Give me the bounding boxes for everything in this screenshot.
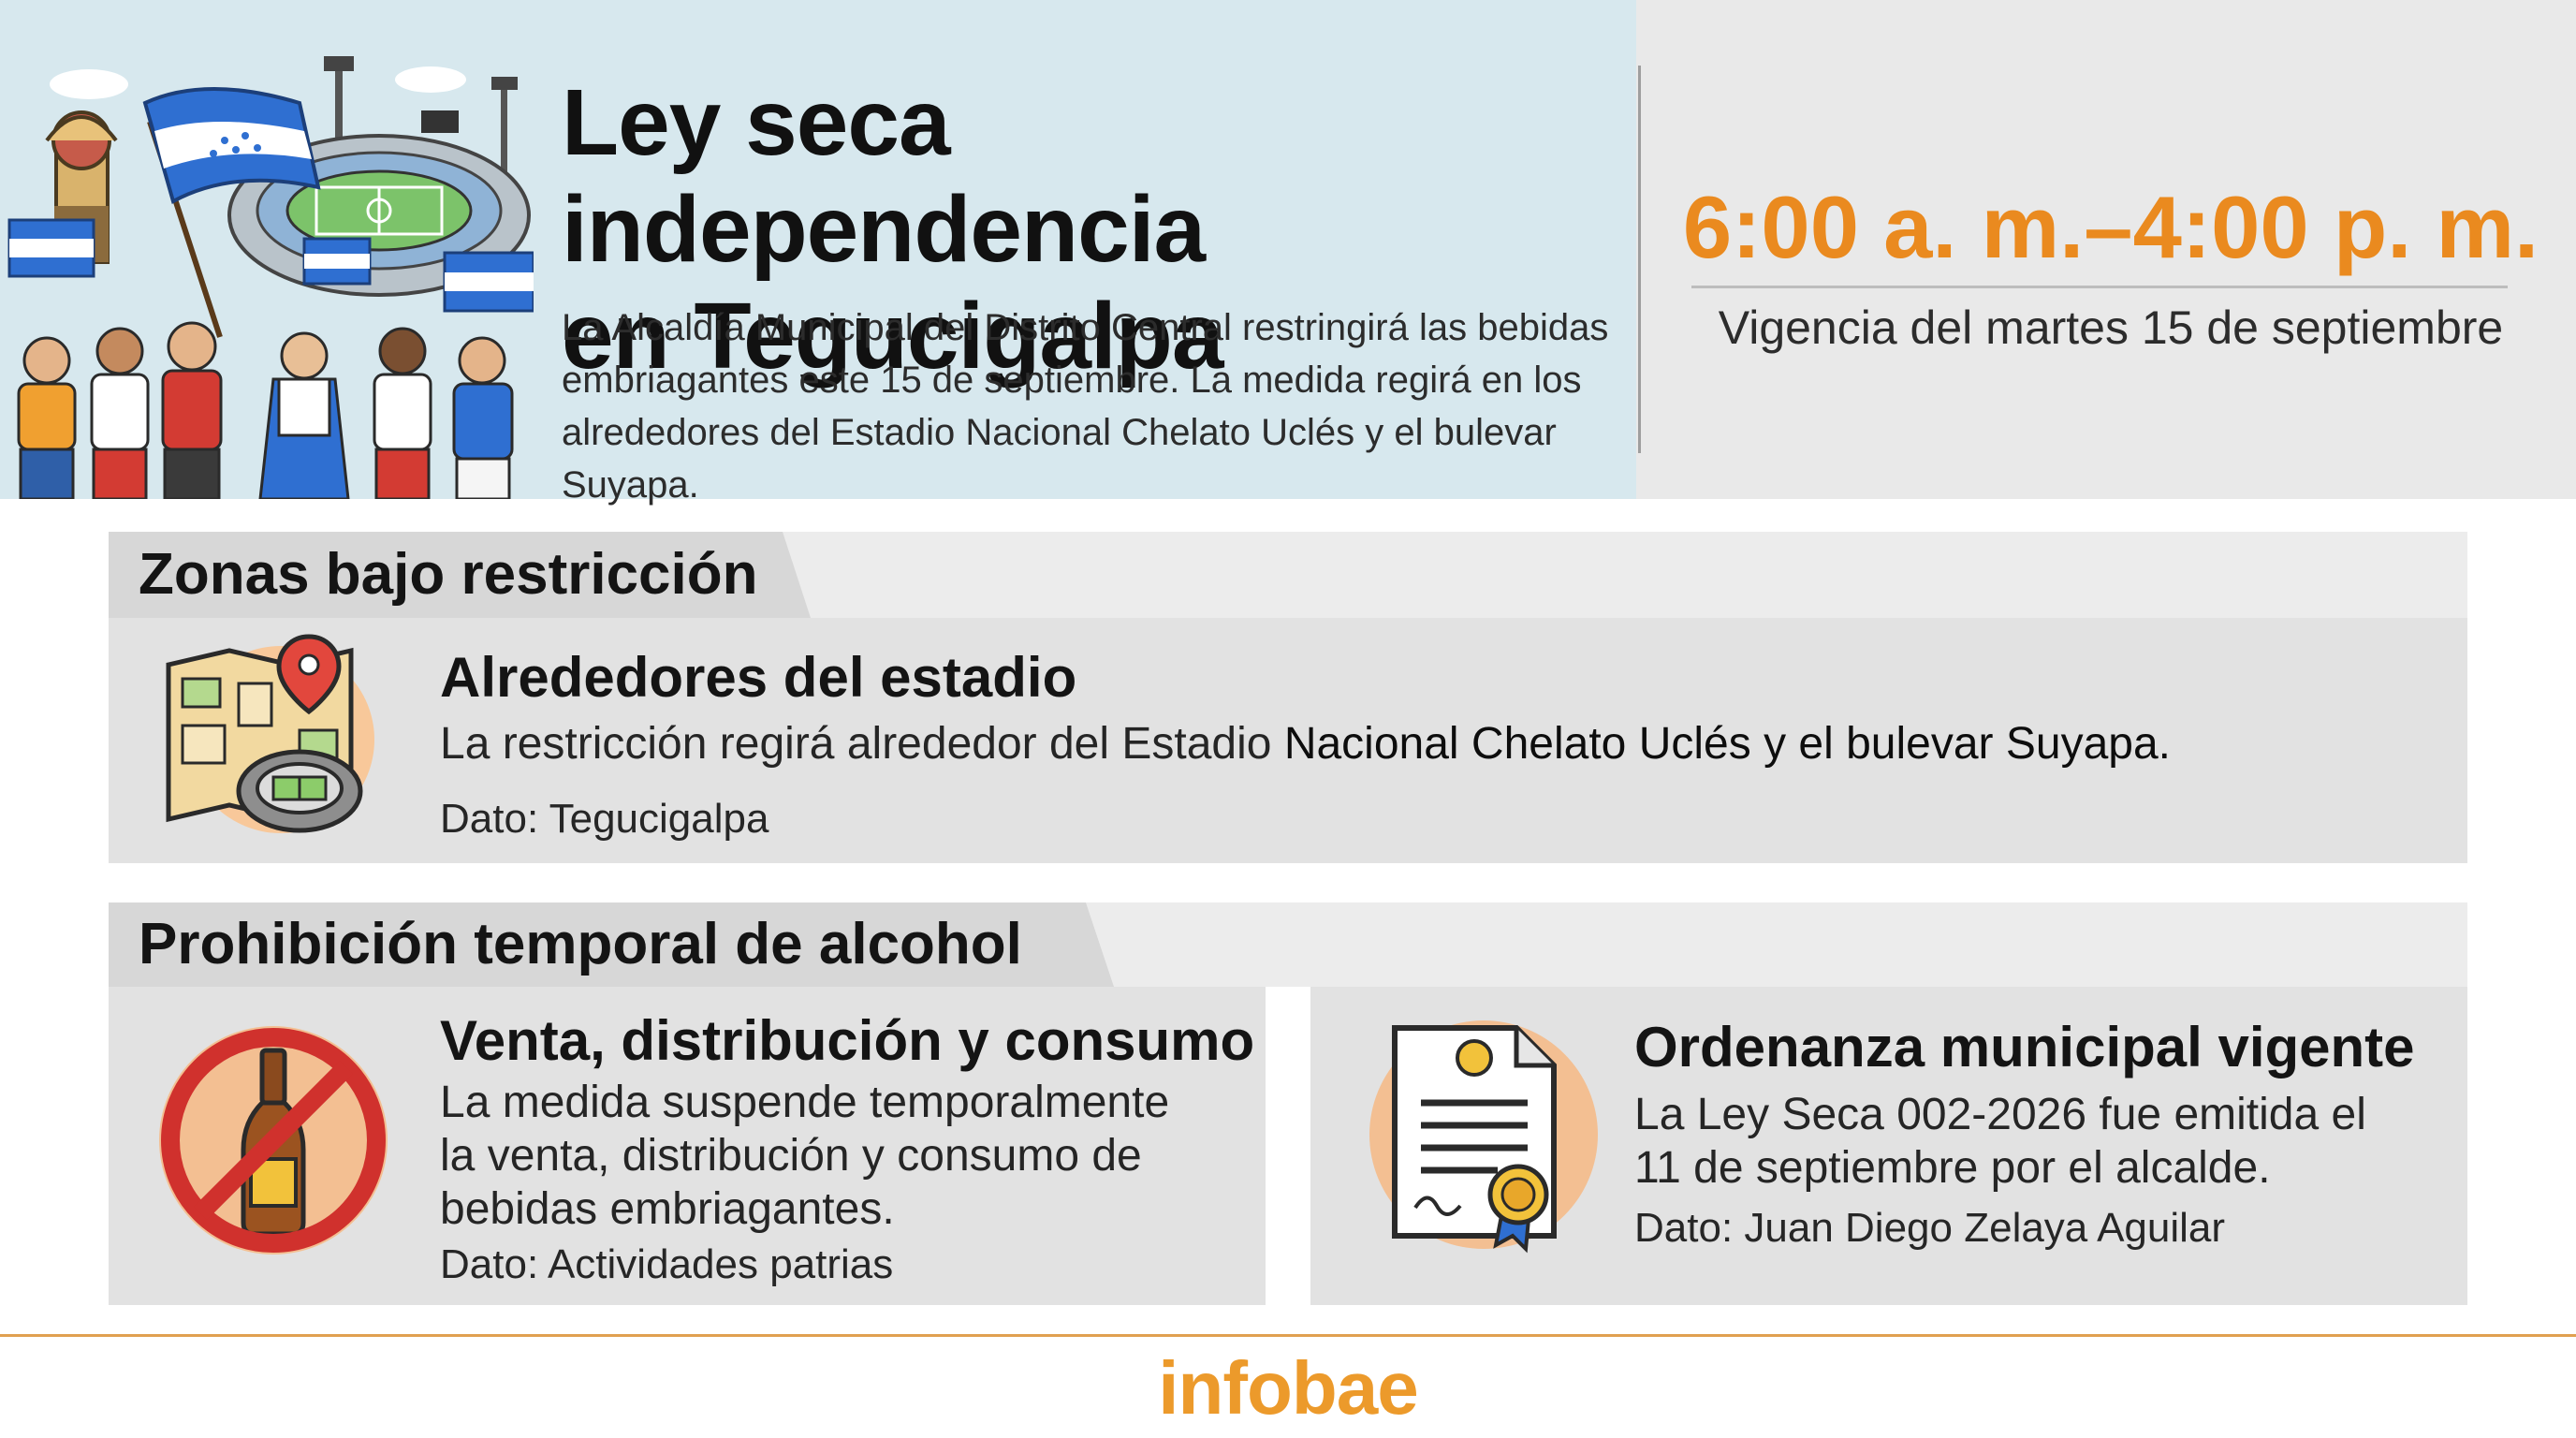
ordinance-text-line-2: 11 de septiembre por el alcalde.: [1634, 1143, 2271, 1193]
brand-logo: infobae: [1158, 1346, 1418, 1430]
time-divider: [1691, 286, 2508, 288]
sales-card-text: La medida suspende temporalmente la vent…: [440, 1076, 1245, 1236]
certificate-icon: [1369, 1020, 1598, 1254]
ordinance-card-title: Ordenanza municipal vigente: [1634, 1016, 2415, 1078]
no-alcohol-icon: [159, 1026, 388, 1255]
ordinance-text-line-1: La Ley Seca 002-2026 fue emitida el: [1634, 1090, 2366, 1139]
header-divider: [1638, 66, 1641, 453]
page-title: Ley seca independencia en Tegucigalpa: [562, 69, 1610, 389]
zones-section-label: Zonas bajo restricción: [139, 542, 758, 607]
map-with-stadium-icon: [166, 634, 374, 833]
validity-text: Vigencia del martes 15 de septiembre: [1718, 301, 2504, 354]
zones-card-note: Dato: Tegucigalpa: [440, 796, 769, 842]
alcohol-section-tab: [109, 902, 1114, 987]
ordinance-card-note: Dato: Juan Diego Zelaya Aguilar: [1634, 1205, 2226, 1251]
sales-text-line-1: La medida suspende temporalmente: [440, 1078, 1170, 1127]
zones-card-text: La restricción regirá alrededor del Esta…: [440, 717, 2434, 770]
title-line-1: Ley seca independencia: [562, 70, 1206, 282]
celebration-illustration: [7, 56, 534, 499]
sales-card-title: Venta, distribución y consumo: [440, 1009, 1255, 1072]
title-line-2: en Tegucigalpa: [562, 284, 1224, 389]
ordinance-card-text: La Ley Seca 002-2026 fue emitida el 11 d…: [1634, 1088, 2449, 1195]
sales-text-line-3: bebidas embriagantes.: [440, 1184, 895, 1234]
zones-section-tab: [109, 532, 811, 618]
footer-divider: [0, 1334, 2576, 1337]
zones-card-title: Alrededores del estadio: [440, 646, 1077, 709]
intro-line-2: embriagantes este 15 de septiembre. La m…: [562, 360, 1582, 401]
intro-paragraph: La Alcaldía Municipal del Distrito Centr…: [562, 301, 1610, 511]
time-range: 6:00 a. m.–4:00 p. m.: [1682, 178, 2539, 276]
zones-text-emphasis: Nacional Chelato Uclés y el bulevar Suya…: [1283, 719, 2171, 769]
intro-line-1: La Alcaldía Municipal del Distrito Centr…: [562, 307, 1609, 348]
alcohol-section-label: Prohibición temporal de alcohol: [139, 912, 1022, 976]
header-right-panel: [1636, 0, 2576, 499]
sales-card-note: Dato: Actividades patrias: [440, 1241, 894, 1287]
zones-card: [109, 618, 2467, 863]
sales-text-line-2: la venta, distribución y consumo de: [440, 1131, 1142, 1181]
intro-line-3: alrededores del Estadio Nacional Chelato…: [562, 412, 1557, 506]
zones-text-plain: La restricción regirá alrededor del Esta…: [440, 719, 1284, 769]
